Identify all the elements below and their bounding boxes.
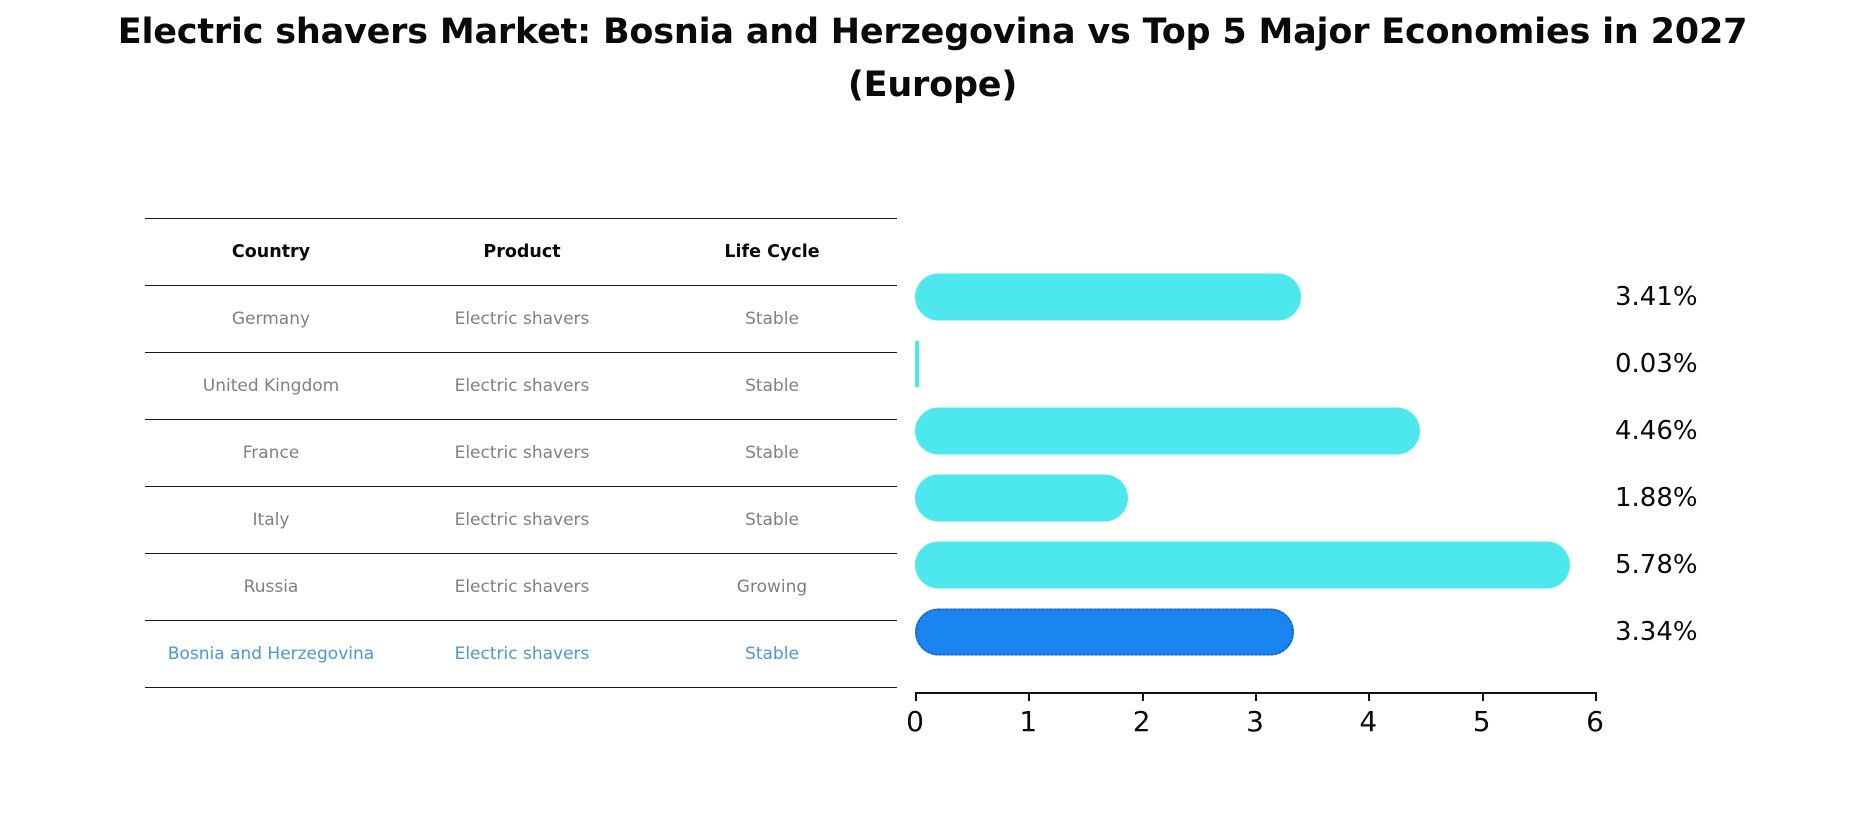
table-rule — [145, 419, 897, 420]
page-title-line-1: Electric shavers Market: Bosnia and Herz… — [117, 12, 1748, 52]
table-row[interactable]: Germany Electric shavers Stable — [145, 285, 897, 352]
table-rule — [145, 218, 897, 219]
column-header-product: Product — [483, 241, 561, 262]
page-title: Electric shavers Market: Bosnia and Herz… — [0, 6, 1865, 112]
bar-row: 1.88% — [915, 464, 1698, 531]
table-row[interactable]: United Kingdom Electric shavers Stable — [145, 352, 897, 419]
x-axis: 0 1 2 3 4 5 6 — [906, 692, 1604, 756]
bar-value-label: 1.88% — [1615, 482, 1698, 513]
cell-product: Electric shavers — [454, 576, 590, 597]
x-axis-tick-label: 3 — [1246, 705, 1264, 738]
cell-product: Electric shavers — [454, 375, 590, 396]
x-axis-tick-label: 4 — [1359, 705, 1378, 738]
table-row[interactable]: Italy Electric shavers Stable — [145, 486, 897, 553]
x-axis-tick — [1141, 692, 1144, 701]
cell-product: Electric shavers — [454, 308, 590, 329]
table-rule — [145, 553, 897, 554]
chart-plot-area: Country Product Life Cycle Germany Electric … — [0, 196, 1865, 756]
bar-row: 4.46% — [915, 397, 1698, 464]
table-rule — [145, 620, 897, 621]
cell-life-cycle: Stable — [745, 375, 799, 396]
bar[interactable] — [915, 541, 1571, 588]
bar[interactable] — [915, 608, 1294, 655]
bar-row: 3.34% — [915, 598, 1698, 665]
cell-product: Electric shavers — [454, 643, 590, 664]
x-axis-tick — [1255, 692, 1257, 701]
x-axis-tick-label: 5 — [1472, 705, 1491, 738]
table-header-row: Country Product Life Cycle — [145, 218, 897, 285]
cell-country: France — [242, 442, 300, 463]
x-axis-tick-label: 6 — [1586, 705, 1604, 738]
bar[interactable] — [915, 273, 1302, 320]
table-rule — [145, 285, 897, 286]
table-row[interactable]: Bosnia and Herzegovina Electric shavers St… — [145, 620, 897, 687]
bar-value-label: 3.41% — [1615, 281, 1698, 312]
column-header-life-cycle: Life Cycle — [724, 241, 820, 262]
table-rule — [145, 687, 897, 688]
bar-row: 0.03% — [915, 330, 1698, 397]
bar-value-label: 5.78% — [1615, 549, 1698, 580]
table-row[interactable]: France Electric shavers Stable — [145, 419, 897, 486]
cell-product: Electric shavers — [454, 509, 590, 530]
cell-life-cycle: Stable — [745, 442, 799, 463]
x-axis-tick-label: 0 — [906, 705, 924, 738]
x-axis-tick — [1368, 692, 1371, 701]
x-axis-tick-label: 1 — [1019, 705, 1038, 738]
bar-chart-layer: 3.41% 0.03% 4.46% 1.88% 5.78% 3.34% — [915, 196, 1698, 756]
bar-value-label: 4.46% — [1615, 415, 1698, 446]
cell-country: United Kingdom — [202, 375, 340, 396]
cell-country: Italy — [252, 509, 290, 530]
column-header-country: Country — [231, 241, 311, 262]
cell-country: Germany — [231, 308, 311, 329]
cell-life-cycle: Growing — [736, 576, 808, 597]
cell-life-cycle: Stable — [745, 308, 799, 329]
cell-country: Russia — [243, 576, 299, 597]
x-axis-tick — [1028, 692, 1031, 701]
page-title-line-2: (Europe) — [847, 65, 1018, 106]
cell-product: Electric shavers — [454, 442, 590, 463]
cell-life-cycle: Stable — [745, 643, 799, 664]
bar[interactable] — [915, 474, 1129, 521]
bar-value-label: 3.34% — [1615, 616, 1698, 647]
x-axis-tick — [915, 692, 917, 701]
bar[interactable] — [915, 340, 919, 387]
cell-life-cycle: Stable — [745, 509, 799, 530]
table-rule — [145, 352, 897, 353]
bar-row: 5.78% — [915, 531, 1698, 598]
bar-row: 3.41% — [915, 263, 1698, 330]
cell-country: Bosnia and Herzegovina — [167, 643, 375, 664]
table-rule — [145, 486, 897, 487]
x-axis-tick — [1595, 692, 1597, 701]
bar[interactable] — [915, 407, 1421, 454]
bar-value-label: 0.03% — [1615, 348, 1698, 379]
table-row[interactable]: Russia Electric shavers Growing — [145, 553, 897, 620]
x-axis-tick — [1481, 692, 1484, 701]
x-axis-tick-label: 2 — [1132, 705, 1151, 738]
